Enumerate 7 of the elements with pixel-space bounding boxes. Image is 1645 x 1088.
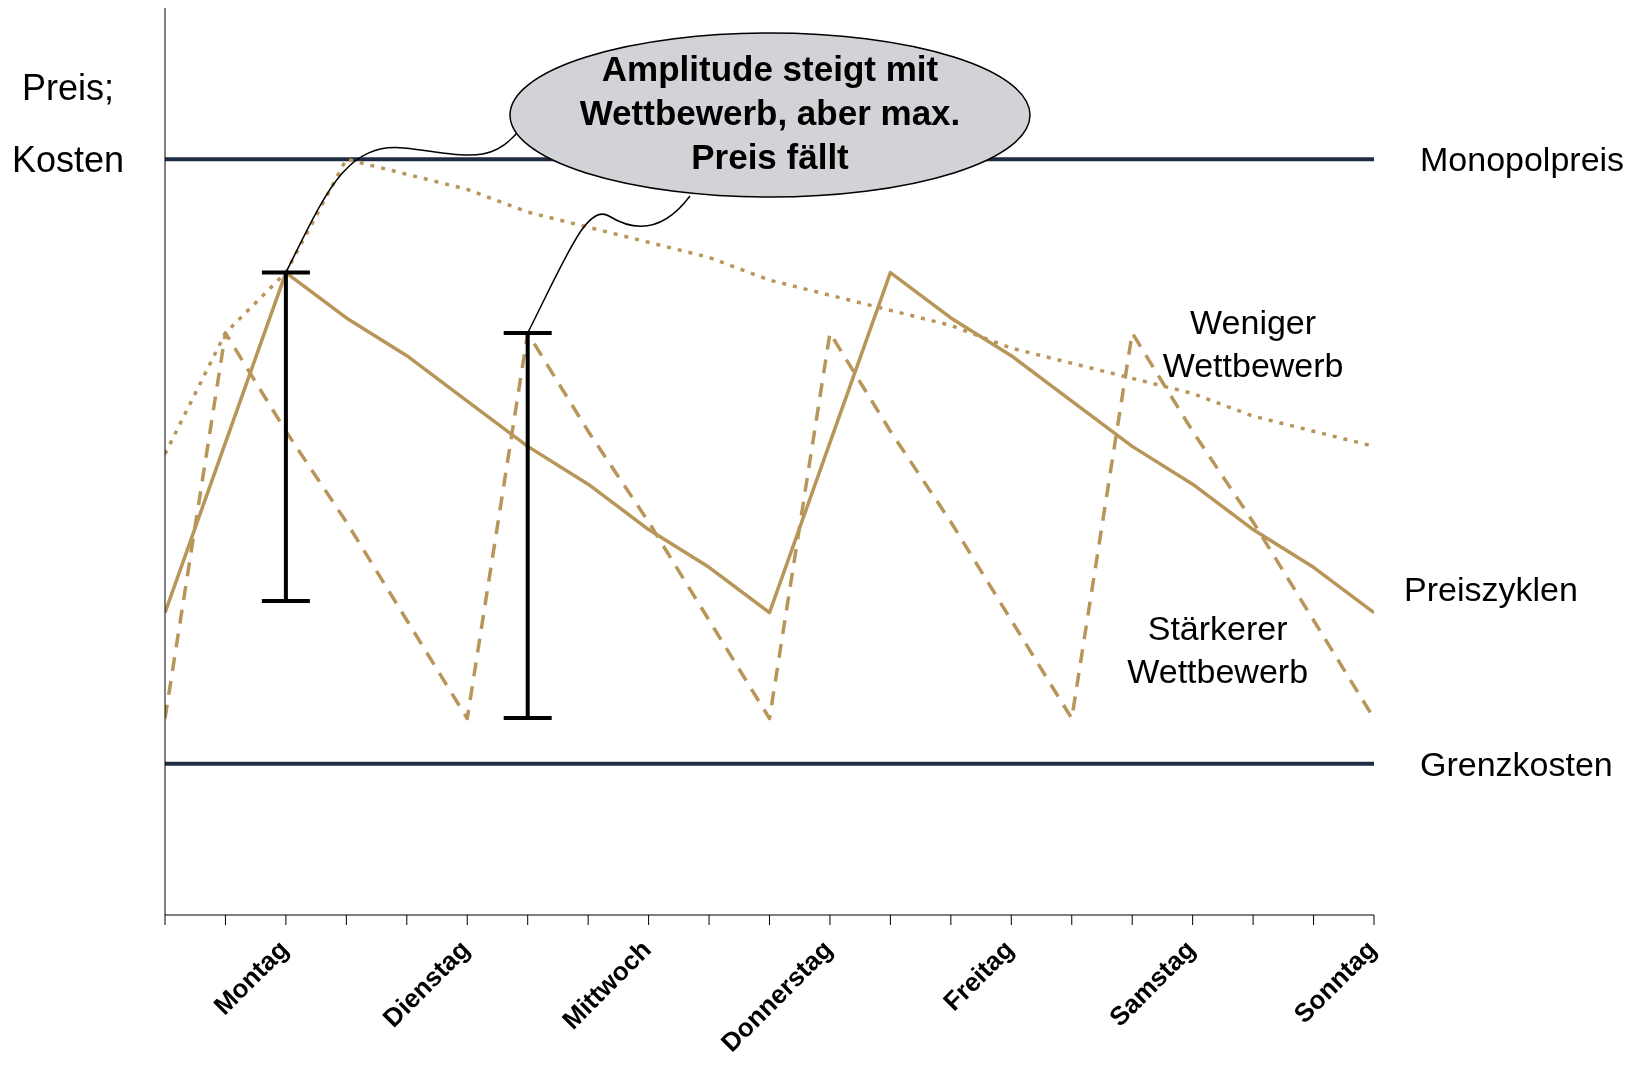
y-axis-title: Preis; Kosten [10,66,126,182]
series-label: Weniger Wettbewerb [1162,303,1344,385]
series-label: Stärkerer Wettbewerb [1127,609,1309,691]
series-label: Preiszyklen [1404,569,1578,608]
annotation: Amplitude steigt mit Wettbewerb, aber max. Preis fällt [578,48,962,178]
ref-line-label: Monopolpreis [1420,140,1625,179]
ref-line-label: Grenzkosten [1420,744,1613,783]
